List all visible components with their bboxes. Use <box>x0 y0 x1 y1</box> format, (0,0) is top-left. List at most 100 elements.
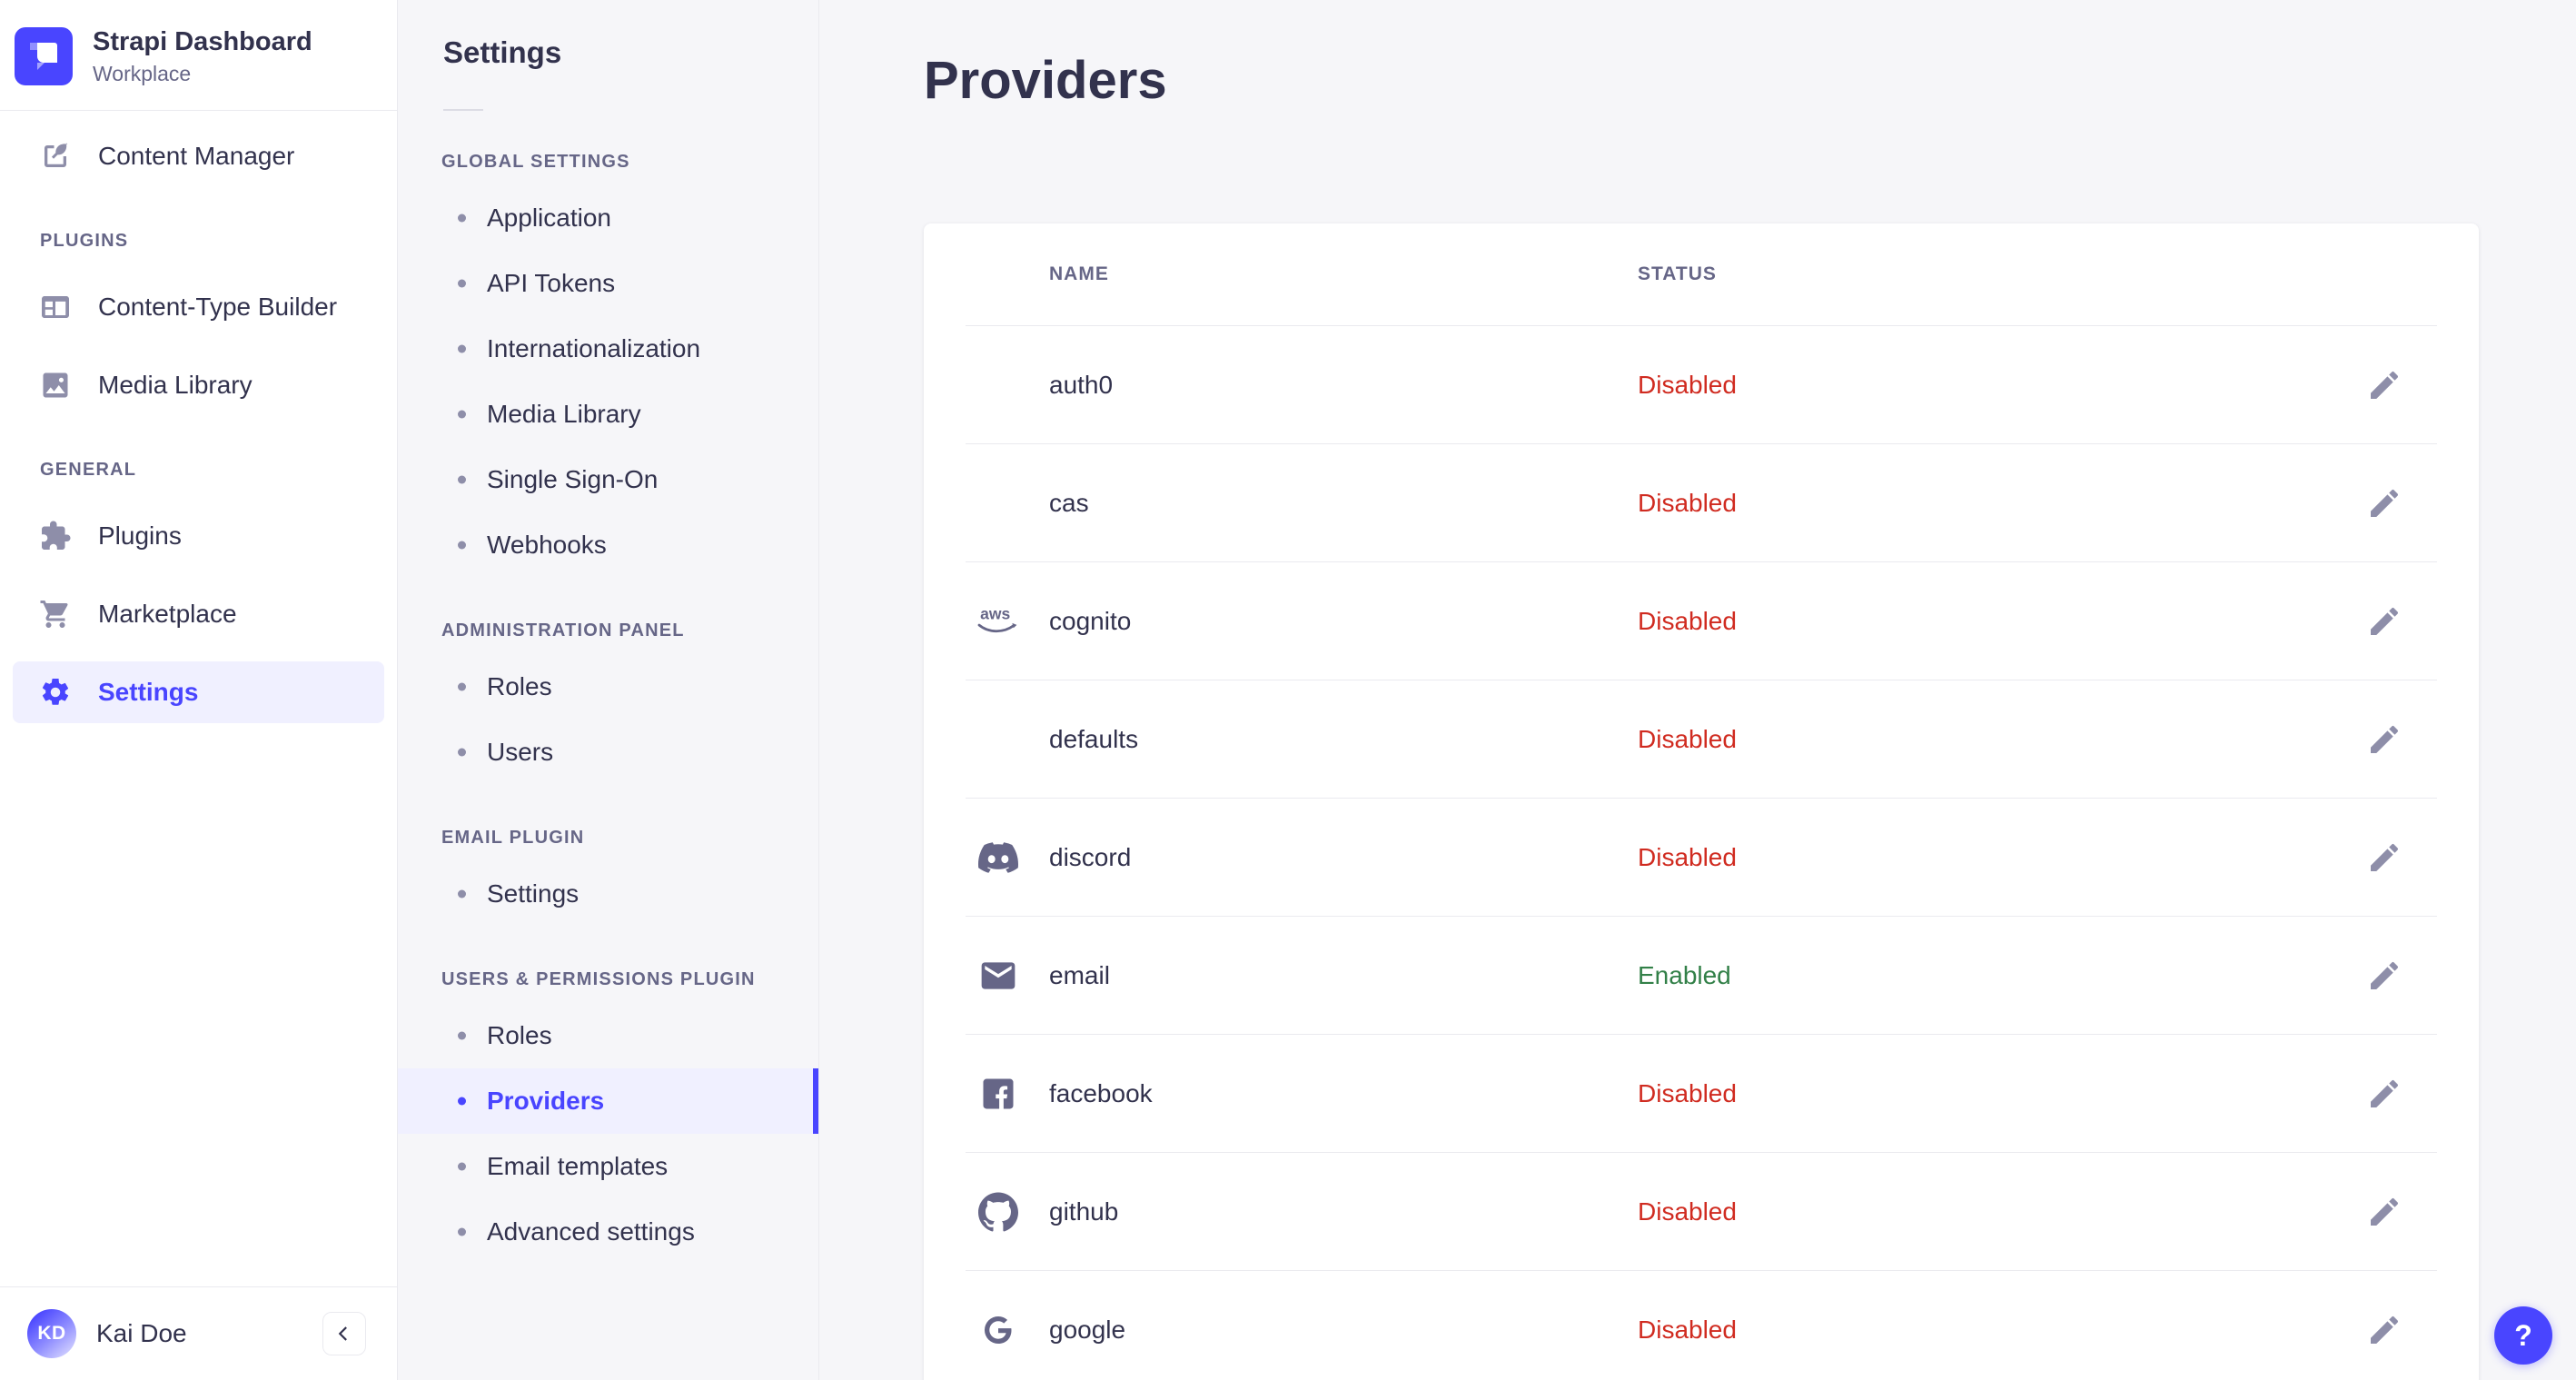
content-type-builder-icon <box>38 290 73 324</box>
subnav-section-users-permissions-plugin: USERS & PERMISSIONS PLUGIN Roles Providers… <box>398 968 818 1265</box>
subnav-item-email-templates[interactable]: Email templates <box>398 1134 818 1199</box>
subnav-item-advanced-settings[interactable]: Advanced settings <box>398 1199 818 1265</box>
pencil-icon <box>2366 485 2403 521</box>
edit-provider-button[interactable] <box>2363 600 2406 643</box>
content-manager-icon <box>38 139 73 174</box>
provider-status: Disabled <box>1638 724 1737 753</box>
column-header-name: Name <box>1049 263 1109 284</box>
table-body: auth0 Disabled cas Disabled aws cognito Disabl… <box>966 325 2437 1380</box>
table-row-cas: cas Disabled <box>966 443 2437 561</box>
collapse-sidebar-button[interactable] <box>322 1312 366 1355</box>
subnav-item-label: Internationalization <box>487 334 701 362</box>
user-name: Kai Doe <box>96 1319 187 1347</box>
media-library-icon <box>38 368 73 402</box>
table-row-email: email Enabled <box>966 916 2437 1034</box>
edit-provider-button[interactable] <box>2363 1190 2406 1234</box>
provider-name: defaults <box>1049 724 1139 753</box>
workspace-subtitle: Workplace <box>93 62 192 86</box>
subnav-item-list: Roles Users <box>398 654 818 785</box>
sidebar-item-label: Content Manager <box>98 142 295 171</box>
subnav-section-email-plugin: EMAIL PLUGIN Settings <box>398 827 818 927</box>
chevron-left-icon <box>332 1322 356 1345</box>
subnav-item-media-library[interactable]: Media Library <box>398 382 818 447</box>
subnav-section-label: EMAIL PLUGIN <box>441 828 585 848</box>
pencil-icon <box>2366 839 2403 876</box>
sidebar-item-content-manager[interactable]: Content Manager <box>13 125 384 187</box>
sidebar-item-label: Content-Type Builder <box>98 293 338 322</box>
sidebar-section-label: GENERAL <box>40 460 137 481</box>
sidebar-item-label: Marketplace <box>98 600 237 629</box>
provider-status: Disabled <box>1638 606 1737 635</box>
provider-status: Disabled <box>1638 1196 1737 1226</box>
settings-icon <box>38 675 73 710</box>
subnav-item-label: Application <box>487 204 611 232</box>
provider-name: facebook <box>1049 1078 1153 1107</box>
pencil-icon <box>2366 367 2403 403</box>
provider-status: Disabled <box>1638 1315 1737 1344</box>
sidebar-item-plugins[interactable]: Plugins <box>13 505 384 567</box>
edit-provider-button[interactable] <box>2363 1308 2406 1352</box>
subnav-item-label: Email templates <box>487 1152 669 1180</box>
subnav-item-webhooks[interactable]: Webhooks <box>398 512 818 578</box>
subnav-item-label: Roles <box>487 672 552 700</box>
subnav-title: Settings <box>443 35 562 69</box>
subnav-section-label: USERS & PERMISSIONS PLUGIN <box>441 969 756 989</box>
subnav-item-single-sign-on[interactable]: Single Sign-On <box>398 447 818 512</box>
sidebar-item-label: Media Library <box>98 371 253 400</box>
table-row-github: github Disabled <box>966 1152 2437 1270</box>
edit-provider-button[interactable] <box>2363 363 2406 407</box>
edit-provider-button[interactable] <box>2363 482 2406 525</box>
edit-provider-button[interactable] <box>2363 718 2406 761</box>
aws-icon: aws <box>966 601 1031 641</box>
sidebar-item-settings[interactable]: Settings <box>13 661 384 724</box>
subnav-item-application[interactable]: Application <box>398 185 818 251</box>
subnav-title-divider <box>443 109 483 111</box>
provider-status: Disabled <box>1638 842 1737 871</box>
subnav-item-list: Roles Providers Email templates Advanced se… <box>398 1003 818 1265</box>
sidebar-item-content-type-builder[interactable]: Content-Type Builder <box>13 276 384 338</box>
table-row-defaults: defaults Disabled <box>966 680 2437 798</box>
facebook-icon <box>966 1074 1031 1114</box>
subnav-item-label: Settings <box>487 879 580 908</box>
subnav-item-label: Webhooks <box>487 531 607 559</box>
provider-name: github <box>1049 1196 1119 1226</box>
subnav-item-users[interactable]: Users <box>398 720 818 785</box>
edit-provider-button[interactable] <box>2363 954 2406 998</box>
sidebar-item-marketplace[interactable]: Marketplace <box>13 583 384 645</box>
sidebar-section-label: PLUGINS <box>40 231 129 252</box>
question-icon: ? <box>2514 1318 2532 1352</box>
subnav-item-providers[interactable]: Providers <box>398 1068 818 1134</box>
marketplace-icon <box>38 597 73 631</box>
provider-name: cognito <box>1049 606 1132 635</box>
subnav-item-roles[interactable]: Roles <box>398 1003 818 1068</box>
subnav-item-internationalization[interactable]: Internationalization <box>398 316 818 382</box>
pencil-icon <box>2366 1194 2403 1230</box>
subnav-item-label: Users <box>487 738 554 766</box>
pencil-icon <box>2366 1076 2403 1112</box>
subnav-item-label: Single Sign-On <box>487 465 659 493</box>
subnav-section-administration-panel: ADMINISTRATION PANEL Roles Users <box>398 620 818 785</box>
table-row-discord: discord Disabled <box>966 798 2437 916</box>
pencil-icon <box>2366 1312 2403 1348</box>
provider-status: Disabled <box>1638 488 1737 517</box>
subnav-item-settings[interactable]: Settings <box>398 861 818 927</box>
provider-name: email <box>1049 960 1110 989</box>
edit-provider-button[interactable] <box>2363 836 2406 879</box>
subnav-item-api-tokens[interactable]: API Tokens <box>398 251 818 316</box>
subnav-item-label: Providers <box>487 1087 605 1115</box>
subnav-item-list: Application API Tokens Internationalizatio… <box>398 185 818 578</box>
avatar[interactable]: KD <box>27 1309 76 1358</box>
workspace-switcher[interactable]: Strapi Dashboard Workplace <box>0 0 397 110</box>
subnav-section-label: ADMINISTRATION PANEL <box>441 621 685 640</box>
subnav-section-label: GLOBAL SETTINGS <box>441 152 630 172</box>
table-row-auth0: auth0 Disabled <box>966 325 2437 443</box>
settings-subnav: Settings GLOBAL SETTINGS Application API T… <box>398 0 819 1380</box>
help-button[interactable]: ? <box>2494 1306 2552 1365</box>
edit-provider-button[interactable] <box>2363 1072 2406 1116</box>
github-icon <box>966 1192 1031 1232</box>
provider-name: auth0 <box>1049 370 1114 399</box>
subnav-item-list: Settings <box>398 861 818 927</box>
subnav-item-roles[interactable]: Roles <box>398 654 818 720</box>
sidebar-item-media-library[interactable]: Media Library <box>13 354 384 416</box>
discord-icon <box>966 838 1031 878</box>
